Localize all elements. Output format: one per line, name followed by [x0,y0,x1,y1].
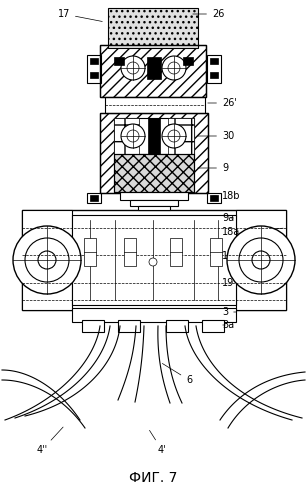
Text: 18a: 18a [222,227,283,237]
Text: 19a: 19a [222,251,280,261]
Bar [166,320,188,332]
Bar [22,210,72,310]
Circle shape [162,124,186,148]
Bar [90,72,98,78]
Bar [72,308,236,322]
Circle shape [227,226,295,294]
Circle shape [121,124,145,148]
Bar [120,192,188,200]
Text: 6: 6 [162,363,192,385]
Bar [114,154,194,192]
Bar [82,320,104,332]
Bar [236,210,286,310]
Bar [87,55,101,83]
Bar [210,58,218,64]
Circle shape [121,56,145,80]
Circle shape [239,238,283,282]
Text: ФИГ. 7: ФИГ. 7 [129,471,177,485]
Text: 30: 30 [198,131,234,141]
Bar [105,97,205,113]
Bar [87,193,101,203]
Bar [210,195,218,201]
Text: 3: 3 [222,307,236,317]
Text: 26: 26 [193,9,224,19]
Bar [114,57,124,65]
Bar [114,118,194,154]
Circle shape [127,130,139,142]
Bar [130,200,178,206]
Text: 3a: 3a [222,320,234,330]
Circle shape [149,258,157,266]
Bar [90,58,98,64]
Circle shape [13,226,81,294]
Bar [148,118,160,154]
Bar [100,45,206,97]
Bar [118,320,140,332]
Bar [22,210,286,310]
Circle shape [127,62,139,74]
Text: 9a: 9a [222,213,234,223]
Bar [100,45,206,97]
Bar [168,118,194,154]
Bar [207,193,221,203]
Bar [210,72,218,78]
Bar [210,238,222,266]
Circle shape [168,130,180,142]
Bar [100,113,208,193]
Bar [100,113,208,193]
Bar [90,195,98,201]
Text: 4': 4' [150,430,166,455]
Circle shape [38,251,56,269]
Bar [108,8,198,48]
Text: 18b: 18b [213,191,240,201]
Circle shape [162,56,186,80]
Text: 26': 26' [208,98,237,108]
Text: 4'': 4'' [37,427,63,455]
Bar [114,118,139,154]
Circle shape [168,62,180,74]
Circle shape [25,238,69,282]
Text: 17: 17 [58,9,102,21]
Circle shape [252,251,270,269]
Text: 9: 9 [198,163,228,173]
Bar [207,55,221,83]
Bar [170,238,182,266]
Bar [147,57,161,79]
Text: 19: 19 [222,278,283,288]
Bar [124,238,136,266]
Bar [202,320,224,332]
Bar [183,57,193,65]
Bar [84,238,96,266]
Bar [138,206,170,210]
Bar [114,154,194,192]
Bar [72,215,236,305]
